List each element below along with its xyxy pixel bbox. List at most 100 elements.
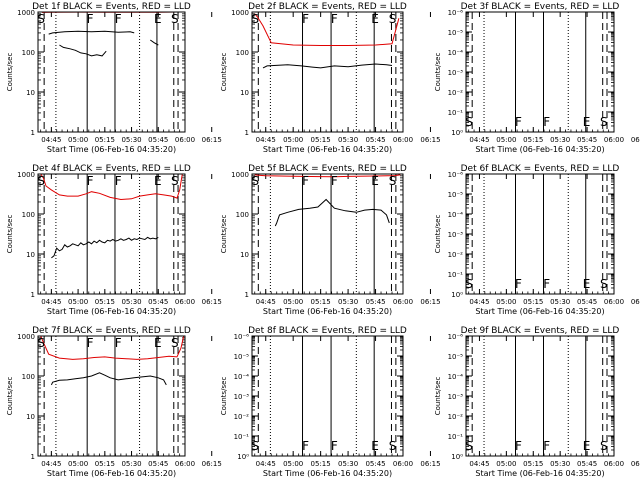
y-tick-label: 10⁻²: [448, 251, 464, 259]
event-marker-label: E: [154, 12, 162, 26]
plot-frame: [466, 336, 614, 456]
y-tick-label: 1000: [231, 9, 249, 17]
plot-frame: [38, 336, 185, 456]
x-tick-label: 05:30: [338, 136, 358, 144]
panel-title: Det 2f BLACK = Events, RED = LLD: [248, 2, 407, 12]
y-tick-label: 10: [26, 413, 35, 421]
event-marker-label: E: [371, 12, 379, 26]
y-tick-label: 10⁻⁶: [448, 9, 464, 17]
x-tick-label: 05:15: [311, 460, 331, 468]
x-tick-label: 06:00: [604, 460, 624, 468]
x-tick-label: 06:15: [631, 136, 640, 144]
y-axis-label: Counts/sec: [220, 53, 228, 92]
x-tick-label: 05:00: [283, 298, 303, 306]
x-tick-label: 04:45: [256, 298, 276, 306]
events-series-line: [59, 45, 106, 56]
panel-det-3: Det 3f BLACK = Events, RED = LLDCounts/s…: [434, 2, 640, 154]
x-tick-label: 05:45: [577, 136, 597, 144]
event-marker-label: S: [600, 115, 608, 129]
x-tick-label: 05:45: [148, 298, 168, 306]
x-tick-label: 05:15: [311, 298, 331, 306]
y-axis-label: Counts/sec: [220, 215, 228, 254]
y-tick-label: 10⁰: [451, 129, 463, 137]
x-tick-label: 06:15: [631, 298, 640, 306]
y-axis-label: Counts/sec: [6, 215, 14, 254]
panel-title: Det 8f BLACK = Events, RED = LLD: [248, 326, 407, 336]
event-marker-label: E: [371, 174, 379, 188]
event-marker-label: E: [583, 115, 591, 129]
x-tick-label: 06:15: [631, 460, 640, 468]
x-tick-label: 05:00: [496, 298, 516, 306]
event-marker-label: S: [389, 439, 397, 453]
panel-title: Det 5f BLACK = Events, RED = LLD: [248, 164, 407, 174]
y-tick-label: 100: [236, 49, 249, 57]
x-tick-label: 05:15: [523, 298, 543, 306]
x-tick-label: 05:45: [148, 460, 168, 468]
y-tick-label: 1: [245, 291, 249, 299]
x-axis-label: Start Time (06-Feb-16 04:35:20): [47, 469, 176, 478]
x-tick-label: 04:45: [469, 460, 489, 468]
x-tick-label: 06:15: [202, 136, 222, 144]
y-tick-label: 10: [26, 251, 35, 259]
y-tick-label: 10⁻³: [448, 393, 464, 401]
panel-det-8: Det 8f BLACK = Events, RED = LLD Counts/s…: [220, 326, 441, 478]
y-tick-label: 10⁻⁵: [448, 29, 464, 37]
event-marker-label: S: [389, 12, 397, 26]
plot-frame: [252, 12, 403, 132]
y-tick-label: 1: [31, 291, 35, 299]
event-marker-label: S: [251, 174, 259, 188]
y-tick-label: 1000: [17, 171, 35, 179]
x-axis-label: Start Time (06-Feb-16 04:35:20): [47, 145, 176, 154]
x-tick-label: 05:00: [283, 460, 303, 468]
x-tick-label: 04:45: [41, 298, 61, 306]
x-tick-label: 06:00: [175, 298, 195, 306]
y-axis-label: Counts/sec: [434, 377, 442, 416]
x-tick-label: 05:45: [577, 298, 597, 306]
panel-title: Det 9f BLACK = Events, RED = LLD: [461, 326, 620, 336]
x-tick-label: 06:15: [420, 460, 440, 468]
event-marker-label: F: [331, 12, 338, 26]
x-tick-label: 04:45: [469, 136, 489, 144]
y-tick-label: 10⁻⁴: [448, 49, 464, 57]
plot-frame: [466, 12, 614, 132]
y-tick-label: 100: [236, 211, 249, 219]
x-tick-label: 05:30: [550, 136, 570, 144]
x-tick-label: 05:30: [121, 298, 141, 306]
event-marker-label: F: [115, 336, 122, 350]
events-series-line: [51, 237, 158, 258]
y-tick-label: 10⁻⁶: [448, 171, 464, 179]
y-tick-label: 10⁻⁵: [448, 353, 464, 361]
x-tick-label: 06:00: [604, 298, 624, 306]
event-marker-label: F: [543, 277, 550, 291]
x-tick-label: 06:00: [175, 460, 195, 468]
y-axis-label: Counts/sec: [434, 215, 442, 254]
x-tick-label: 06:00: [393, 298, 413, 306]
y-tick-label: 10⁻³: [234, 393, 250, 401]
x-tick-label: 05:00: [283, 136, 303, 144]
y-tick-label: 10: [240, 89, 249, 97]
event-marker-label: E: [371, 439, 379, 453]
x-tick-label: 06:00: [393, 136, 413, 144]
x-tick-label: 05:45: [365, 136, 385, 144]
x-tick-label: 06:15: [202, 298, 222, 306]
x-tick-label: 05:15: [523, 136, 543, 144]
x-axis-label: Start Time (06-Feb-16 04:35:20): [47, 307, 176, 316]
y-tick-label: 10⁻³: [448, 231, 464, 239]
y-tick-label: 1: [31, 453, 35, 461]
event-marker-label: F: [87, 174, 94, 188]
y-tick-label: 10: [240, 251, 249, 259]
x-tick-label: 05:00: [496, 136, 516, 144]
events-series-line: [275, 200, 389, 227]
x-tick-label: 04:45: [41, 136, 61, 144]
x-tick-label: 06:15: [202, 460, 222, 468]
panel-det-7: Det 7f BLACK = Events, RED = LLDCounts/s…: [6, 326, 222, 478]
y-tick-label: 10⁻⁵: [234, 353, 250, 361]
event-marker-label: F: [331, 439, 338, 453]
x-tick-label: 05:00: [68, 298, 88, 306]
y-tick-label: 10⁻⁶: [234, 333, 250, 341]
x-axis-label: Start Time (06-Feb-16 04:35:20): [475, 307, 604, 316]
panel-det-4: Det 4f BLACK = Events, RED = LLDCounts/s…: [6, 164, 222, 316]
x-tick-label: 05:45: [365, 460, 385, 468]
y-tick-label: 100: [22, 49, 35, 57]
y-tick-label: 10⁰: [451, 291, 463, 299]
